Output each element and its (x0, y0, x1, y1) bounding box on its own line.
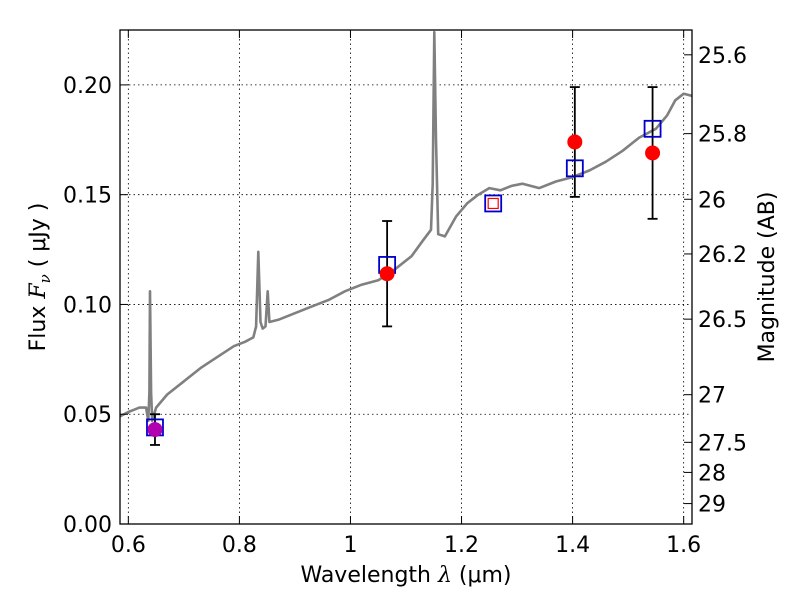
model-square (565, 159, 584, 178)
grid (120, 30, 692, 525)
y2-tick-label: 27 (698, 384, 726, 409)
spectrum-line (120, 30, 692, 423)
y2-tick-label: 29 (698, 493, 726, 518)
y-tick-label: 0.05 (63, 403, 112, 428)
y-tick-label: 0.00 (63, 513, 112, 538)
observed-point (645, 145, 661, 161)
markers (146, 86, 662, 446)
model-square (643, 119, 662, 138)
x-axis-label: Wavelength λ (μm) (300, 563, 511, 588)
x-tick-label: 1.6 (666, 533, 701, 558)
plot-area (120, 30, 692, 423)
x-tick-label: 0.6 (111, 533, 146, 558)
y2-tick-label: 25.8 (698, 123, 747, 148)
y-tick-label: 0.15 (63, 184, 112, 209)
observed-point (379, 266, 395, 282)
y2-tick-label: 25.6 (698, 44, 747, 69)
model-square (484, 194, 503, 213)
x-tick-label: 1 (343, 533, 357, 558)
y2-tick-label: 28 (698, 461, 726, 486)
plot-frame (119, 29, 693, 525)
x-tick-label: 0.8 (222, 533, 257, 558)
y2-tick-label: 26.2 (698, 243, 747, 268)
y2-tick-label: 27.5 (698, 431, 747, 456)
x-tick-label: 1.4 (555, 533, 590, 558)
observed-point (147, 422, 163, 438)
y-axis-label: Flux Fν ( μJy ) (26, 203, 54, 352)
y2-axis-label: Magnitude (AB) (755, 192, 780, 363)
y2-tick-label: 26.5 (698, 308, 747, 333)
y2-tick-label: 26 (698, 188, 726, 213)
observed-point (567, 134, 583, 150)
x-tick-label: 1.2 (444, 533, 479, 558)
model-square-inner (487, 197, 499, 210)
y-tick-label: 0.10 (63, 293, 112, 318)
axis-ticks: 0.6 0.8 1 1.2 1.4 1.6 0.00 0.05 0.10 0.15 0.20 25.6… (63, 30, 747, 558)
y-tick-label: 0.20 (63, 74, 112, 99)
